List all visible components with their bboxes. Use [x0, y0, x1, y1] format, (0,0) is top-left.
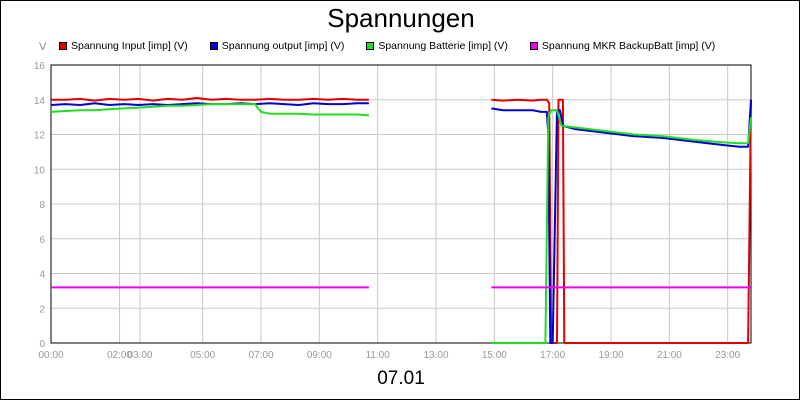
- series-line-2: [491, 109, 752, 344]
- legend-swatch-batterie: [366, 42, 375, 50]
- legend-swatch-backupbatt: [529, 42, 538, 50]
- y-tick-label: 10: [34, 165, 46, 176]
- legend-label-output: Spannung output [imp] (V): [221, 40, 345, 52]
- series-line-2: [50, 103, 369, 117]
- legend-label-backupbatt: Spannung MKR BackupBatt [imp] (V): [541, 40, 716, 52]
- series-line-1: [491, 99, 752, 344]
- x-tick-label: 05:00: [190, 350, 215, 361]
- x-tick-label: 00:00: [38, 350, 63, 361]
- legend-item-backupbatt: Spannung MKR BackupBatt [imp] (V): [529, 39, 716, 53]
- series-line-0: [51, 97, 369, 102]
- x-tick-label: 07:00: [248, 350, 273, 361]
- y-tick-label: 14: [34, 96, 46, 107]
- x-tick-label: 17:00: [540, 350, 565, 361]
- y-tick-label: 4: [39, 270, 45, 281]
- legend-item-batterie: Spannung Batterie [imp] (V): [366, 39, 508, 53]
- legend: Spannung Input [imp] (V) Spannung output…: [59, 39, 737, 53]
- y-tick-label: 12: [34, 131, 46, 142]
- chart-title: Spannungen: [327, 3, 475, 33]
- y-tick-label: 2: [39, 304, 45, 315]
- legend-label-input: Spannung Input [imp] (V): [71, 40, 188, 52]
- x-tick-label: 13:00: [423, 350, 448, 361]
- y-axis-label: V: [39, 41, 47, 53]
- x-axis-caption: 07.01: [377, 368, 425, 389]
- legend-item-input: Spannung Input [imp] (V): [59, 39, 188, 53]
- x-tick-label: 11:00: [366, 350, 391, 361]
- x-tick-label: 02:00: [107, 350, 132, 361]
- series-line-0: [491, 98, 752, 344]
- legend-swatch-output: [209, 42, 218, 50]
- legend-swatch-input: [59, 42, 67, 50]
- y-tick-label: 16: [34, 61, 46, 72]
- plot-border: [50, 64, 752, 344]
- x-tick-label: 09:00: [307, 350, 332, 361]
- x-tick-label: 19:00: [598, 350, 623, 361]
- y-tick-label: 6: [39, 235, 45, 246]
- legend-item-output: Spannung output [imp] (V): [209, 39, 345, 53]
- x-tick-label: 21:00: [657, 350, 682, 361]
- y-tick-label: 8: [39, 200, 45, 211]
- x-tick-label: 15:00: [482, 350, 507, 361]
- x-tick-label: 23:00: [715, 350, 740, 361]
- y-tick-label: 0: [39, 339, 45, 350]
- x-tick-label: 03:00: [127, 350, 152, 361]
- legend-label-batterie: Spannung Batterie [imp] (V): [378, 40, 508, 52]
